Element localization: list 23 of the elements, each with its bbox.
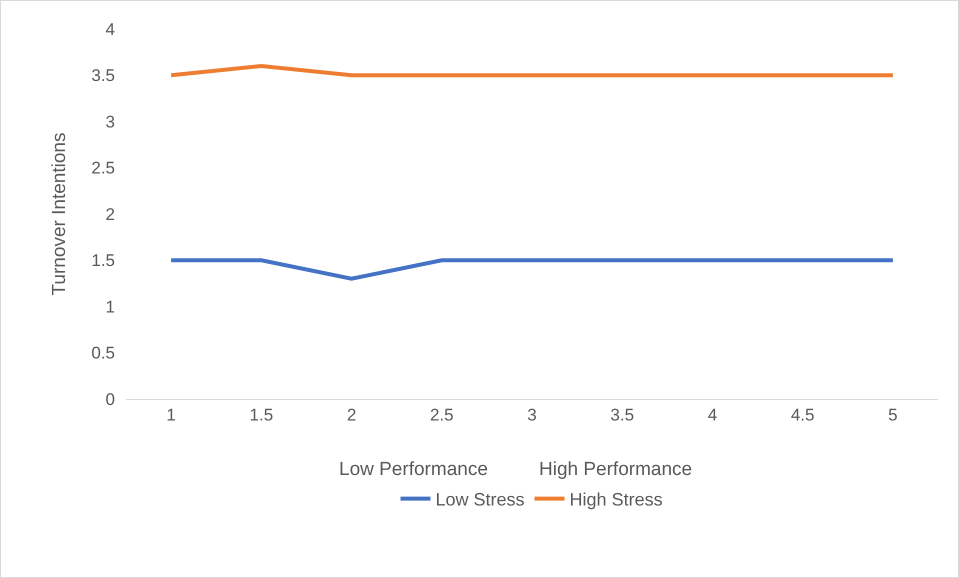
x-tick-label: 5 — [888, 405, 898, 424]
x-tick-label: 4.5 — [790, 405, 814, 424]
text: High Performance — [539, 459, 692, 480]
y-tick-label: 0 — [106, 390, 115, 409]
x-tick-label: 2 — [346, 405, 356, 424]
x-tick-label: 1.5 — [250, 405, 274, 424]
legend-label: High Stress — [570, 490, 663, 510]
y-tick-label: 2 — [106, 204, 115, 224]
y-axis-title: Turnover Intentions — [49, 132, 70, 296]
legend-label: Low Stress — [436, 490, 525, 510]
y-tick-label: 1.5 — [91, 251, 115, 270]
y-tick-label: 2.5 — [91, 158, 115, 178]
x-tick-label: 3 — [527, 405, 537, 424]
x-tick-label: 2.5 — [430, 405, 454, 424]
x-tick-label: 1 — [166, 405, 176, 424]
x-tick-label: 4 — [708, 405, 718, 424]
text: Low Performance — [339, 459, 488, 480]
y-tick-label: 0.5 — [91, 344, 115, 363]
y-tick-label: 3.5 — [91, 66, 115, 86]
y-tick-label: 4 — [106, 20, 115, 39]
y-tick-label: 1 — [106, 297, 115, 316]
x-tick-label: 3.5 — [610, 405, 634, 424]
y-tick-label: 3 — [106, 112, 115, 132]
